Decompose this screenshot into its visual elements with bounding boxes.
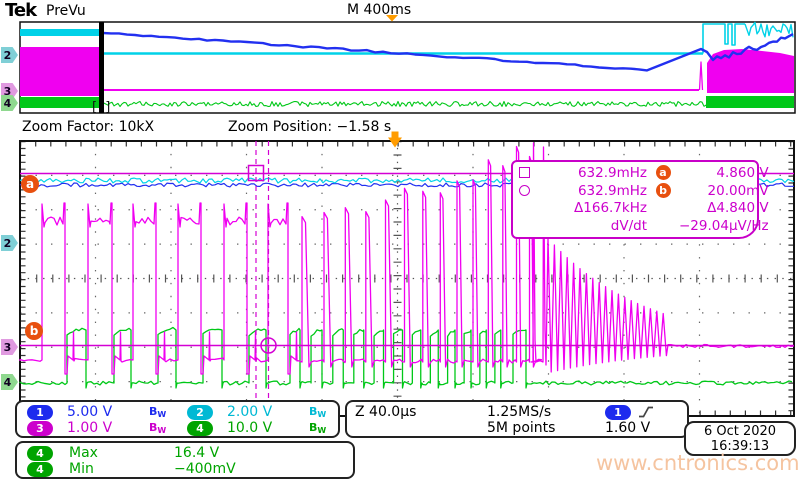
date-readout: 6 Oct 2020 bbox=[703, 423, 777, 439]
channel2-scale: 2.00 V bbox=[227, 404, 273, 420]
channel4-marker-main[interactable]: 4 bbox=[1, 374, 18, 390]
channel1-scale: 5.00 V bbox=[67, 404, 113, 420]
zoom-position-value: −1.58 s bbox=[336, 119, 392, 135]
measurement2-value: −400mV bbox=[174, 461, 236, 477]
acquisition-status: PreVu bbox=[46, 3, 86, 19]
cursor-delta-frequency: Δ166.7kHz bbox=[574, 200, 647, 217]
measurement1-value: 16.4 V bbox=[174, 445, 220, 461]
measurement1-name: Max bbox=[69, 445, 98, 461]
channel3-scale: 1.00 V bbox=[67, 420, 113, 436]
channel4-bandwidth-icon: BW bbox=[309, 421, 327, 435]
sample-rate-readout: 1.25MS/s bbox=[487, 404, 552, 420]
channel2-marker-overview[interactable]: 2 bbox=[1, 47, 18, 63]
channel2-bandwidth-icon: BW bbox=[309, 405, 327, 419]
cursor-a-badge[interactable]: a bbox=[21, 175, 39, 193]
time-readout: 16:39:13 bbox=[710, 438, 770, 454]
channel1-bandwidth-icon: BW bbox=[149, 405, 167, 419]
cursor-circle-icon bbox=[519, 185, 530, 197]
channel3-badge[interactable]: 3 bbox=[27, 420, 53, 436]
channel2-badge[interactable]: 2 bbox=[187, 404, 213, 420]
tek-logo: Tek bbox=[5, 0, 37, 21]
zoom-position-label: Zoom Position: bbox=[228, 119, 333, 135]
cursor-readout-panel: 632.9mHz a 4.860 V 632.9mHz b 20.00mV Δ1… bbox=[511, 160, 769, 239]
channel2-marker-main[interactable]: 2 bbox=[1, 235, 18, 251]
dvdt-label: dV/dt bbox=[610, 218, 647, 235]
cursor-a-frequency: 632.9mHz bbox=[577, 164, 647, 181]
measurement1-channel-badge: 4 bbox=[27, 445, 53, 461]
measurement-panel: 4 Max 16.4 V 4 Min −400mV bbox=[15, 441, 355, 479]
measurement2-channel-badge: 4 bbox=[27, 461, 53, 477]
cursor-a-ref-icon: a bbox=[655, 165, 671, 181]
datetime-panel: 6 Oct 2020 16:39:13 bbox=[684, 421, 796, 456]
cursor-symbol-spacer bbox=[519, 221, 530, 232]
channel3-bandwidth-icon: BW bbox=[149, 421, 167, 435]
zoom-timebase-readout: Z 40.0μs bbox=[355, 404, 417, 420]
measurement2-name: Min bbox=[69, 461, 94, 477]
watermark: www.cntronics.com bbox=[596, 451, 800, 475]
cursor-a-value: 4.860 V bbox=[716, 164, 769, 181]
trigger-level-readout: 1.60 V bbox=[605, 420, 651, 436]
channel4-badge[interactable]: 4 bbox=[187, 420, 213, 436]
dvdt-value: −29.04μV/Hz bbox=[679, 218, 769, 235]
channel4-marker-overview[interactable]: 4 bbox=[1, 95, 18, 111]
acquisition-panel: Z 40.0μs 1.25MS/s 1 5M points 1.60 V bbox=[345, 400, 689, 438]
main-timebase-readout: M 400ms bbox=[347, 2, 412, 18]
channel1-badge[interactable]: 1 bbox=[27, 404, 53, 420]
channel4-scale: 10.0 V bbox=[227, 420, 273, 436]
trigger-source-cell: 1 bbox=[605, 404, 687, 420]
zoom-position-readout: Zoom Position: −1.58 s bbox=[228, 119, 391, 135]
cursor-b-ref-icon: b bbox=[655, 183, 671, 199]
cursor-row-b: 632.9mHz b 20.00mV bbox=[519, 182, 769, 200]
record-length-readout: 5M points bbox=[487, 420, 556, 436]
trigger-position-marker[interactable] bbox=[388, 131, 402, 148]
cursor-row-dvdt: dV/dt −29.04μV/Hz bbox=[519, 217, 769, 235]
overview-window bbox=[19, 15, 796, 114]
cursor-delta-value: Δ4.840 V bbox=[707, 200, 769, 217]
channel-settings-panel: 1 5.00 V BW 2 2.00 V BW 3 1.00 V BW 4 10… bbox=[15, 400, 340, 438]
trigger-source-badge: 1 bbox=[605, 404, 631, 420]
cursor-b-badge[interactable]: b bbox=[25, 322, 43, 340]
rising-edge-icon bbox=[639, 406, 653, 418]
channel3-marker-main[interactable]: 3 bbox=[1, 339, 18, 355]
zoom-factor-label: Zoom Factor: bbox=[22, 119, 115, 135]
cursor-lines[interactable] bbox=[20, 141, 794, 416]
zoom-window-bracket[interactable]: [ ] bbox=[92, 100, 113, 115]
cursor-symbol-spacer bbox=[519, 203, 530, 214]
zoom-factor-value: 10kX bbox=[118, 119, 155, 135]
zoom-factor-readout: Zoom Factor: 10kX bbox=[22, 119, 154, 135]
cursor-row-a: 632.9mHz a 4.860 V bbox=[519, 164, 769, 182]
cursor-square-icon bbox=[519, 167, 530, 179]
cursor-row-delta: Δ166.7kHz Δ4.840 V bbox=[519, 200, 769, 218]
cursor-b-value: 20.00mV bbox=[707, 182, 769, 199]
cursor-b-frequency: 632.9mHz bbox=[577, 182, 647, 199]
